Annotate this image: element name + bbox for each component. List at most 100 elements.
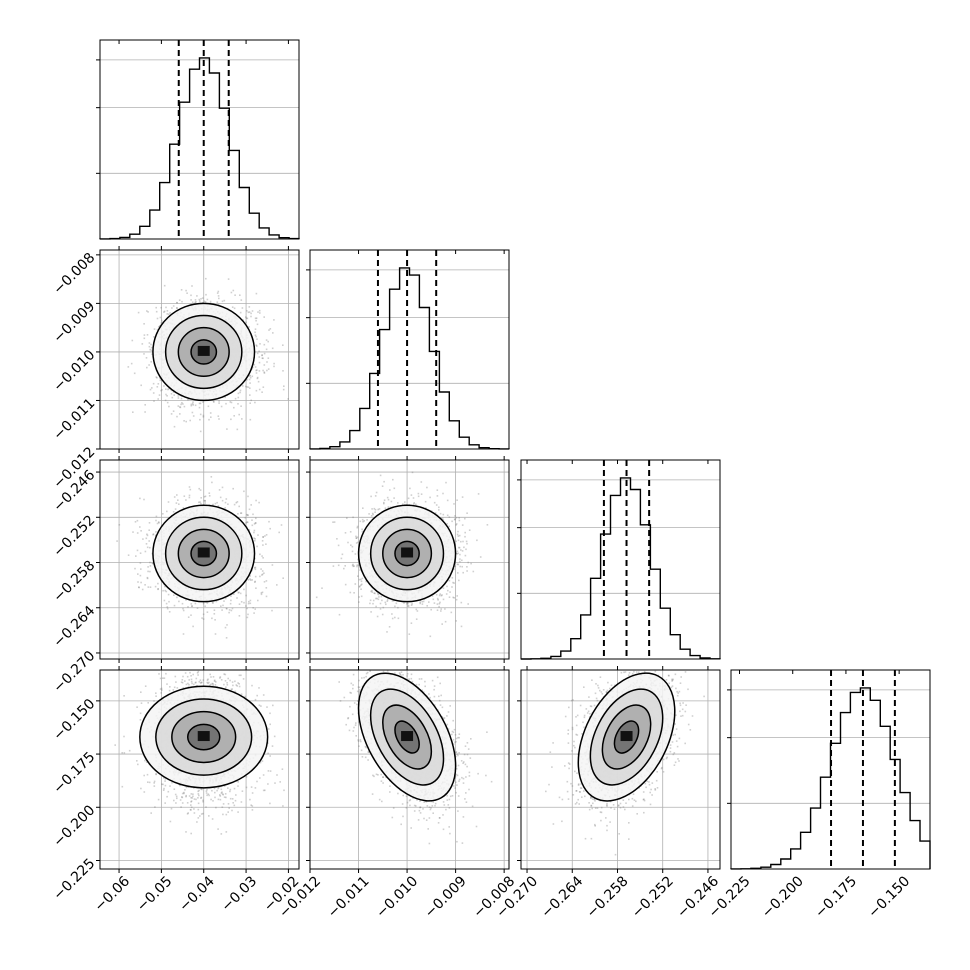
sample-point: [260, 593, 263, 596]
sample-point: [246, 310, 248, 312]
sample-point: [262, 544, 264, 546]
sample-point: [156, 317, 159, 320]
sample-point: [146, 534, 149, 537]
sample-point: [174, 508, 177, 510]
sample-point: [163, 385, 165, 387]
sample-point: [118, 524, 121, 526]
sample-point: [181, 300, 183, 303]
sample-point: [187, 606, 189, 608]
sample-point: [177, 397, 180, 399]
sample-point: [224, 507, 226, 509]
sample-point: [159, 379, 162, 382]
sample-point: [199, 501, 201, 503]
sample-point: [116, 540, 118, 542]
sample-point: [146, 366, 148, 369]
sample-point: [168, 388, 170, 390]
sample-point: [261, 357, 264, 359]
sample-point: [260, 592, 263, 594]
sample-point: [249, 578, 251, 580]
sample-point: [181, 602, 184, 605]
sample-point: [248, 311, 251, 313]
sample-point: [165, 393, 167, 396]
sample-point: [173, 594, 175, 596]
sample-point: [138, 586, 140, 588]
sample-point: [192, 401, 194, 403]
sample-point: [149, 570, 151, 573]
sample-point: [230, 609, 233, 612]
density-peak: [197, 345, 210, 356]
sample-point: [135, 555, 137, 557]
sample-point: [272, 332, 274, 334]
sample-point: [250, 399, 252, 402]
sample-point: [349, 531, 352, 533]
sample-point: [221, 486, 224, 489]
sample-point: [263, 581, 266, 583]
sample-point: [143, 353, 145, 355]
hist-frame: [99, 39, 300, 240]
sample-point: [168, 611, 171, 613]
sample-point: [139, 497, 141, 500]
sample-point: [183, 405, 186, 408]
sample-point: [246, 521, 249, 524]
sample-point: [162, 589, 164, 592]
sample-point: [452, 596, 454, 599]
sample-point: [149, 561, 151, 564]
sample-point: [143, 498, 145, 501]
sample-point: [246, 317, 249, 320]
sample-point: [158, 394, 161, 396]
sample-point: [341, 553, 344, 556]
hist-frame: [730, 669, 931, 870]
sample-point: [217, 505, 220, 507]
sample-point: [165, 590, 168, 593]
sample-point: [228, 611, 230, 614]
sample-point: [156, 377, 158, 379]
sample-point: [187, 616, 190, 618]
sample-point: [212, 400, 215, 403]
sample-point: [157, 383, 160, 385]
sample-point: [202, 414, 205, 417]
sample-point: [238, 505, 240, 508]
sample-point: [247, 495, 249, 498]
sample-point: [206, 298, 209, 301]
sample-point: [213, 401, 215, 403]
sample-point: [228, 609, 231, 611]
sample-point: [188, 486, 191, 488]
sample-point: [191, 605, 193, 607]
sample-point: [271, 609, 273, 612]
sample-point: [194, 404, 197, 407]
sample-point: [282, 577, 284, 579]
sample-point: [132, 531, 134, 533]
sample-point: [185, 289, 187, 292]
sample-point: [217, 415, 220, 417]
sample-point: [466, 570, 468, 572]
sample-point: [247, 514, 249, 517]
sample-point: [246, 616, 249, 619]
contour-line: [164, 516, 243, 591]
sample-point: [233, 406, 235, 409]
sample-point: [136, 519, 139, 522]
sample-point: [147, 586, 150, 588]
sample-point: [261, 391, 263, 393]
contour-line: [177, 528, 230, 579]
sample-point: [192, 625, 194, 628]
sample-point: [167, 501, 170, 503]
sample-point: [172, 410, 175, 412]
sample-point: [265, 339, 268, 341]
sample-point: [154, 585, 157, 588]
sample-point: [144, 584, 146, 586]
sample-point: [205, 293, 207, 296]
sample-point: [254, 522, 257, 524]
sample-point: [377, 598, 380, 601]
sample-point: [190, 294, 192, 297]
sample-point: [160, 319, 163, 322]
sample-point: [402, 503, 404, 505]
sample-point: [247, 311, 250, 314]
sample-point: [140, 568, 142, 570]
sample-point: [177, 395, 180, 397]
sample-point: [245, 522, 247, 524]
sample-point: [245, 316, 247, 318]
sample-point: [160, 389, 162, 392]
sample-point: [204, 500, 206, 502]
sample-point: [149, 348, 151, 351]
sample-point: [226, 624, 228, 626]
